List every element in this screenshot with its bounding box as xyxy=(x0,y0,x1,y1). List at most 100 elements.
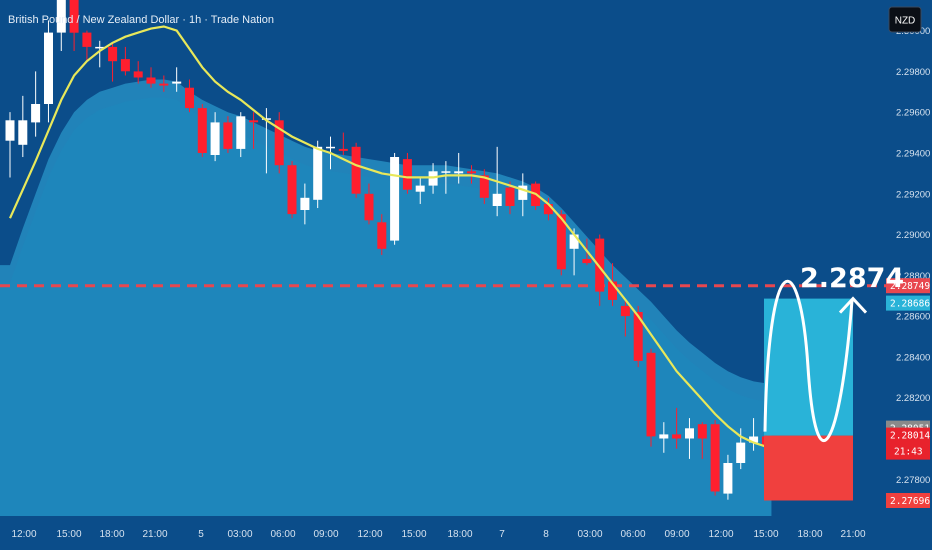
x-tick-label: 03:00 xyxy=(227,529,252,540)
candle-body xyxy=(646,352,656,437)
x-tick-label: 5 xyxy=(198,529,204,540)
candle xyxy=(556,210,566,276)
candle xyxy=(697,422,707,459)
x-tick-label: 15:00 xyxy=(753,529,778,540)
price-tag-bg xyxy=(886,493,930,508)
candle-body xyxy=(185,87,194,109)
candle-body xyxy=(556,214,566,270)
candle-body xyxy=(505,187,515,206)
candle-body xyxy=(582,259,592,264)
candle xyxy=(377,214,387,255)
price-tag-value: 2.28014 xyxy=(890,431,930,442)
candle xyxy=(518,173,528,217)
candle xyxy=(197,104,207,158)
x-tick-label: 12:00 xyxy=(357,529,382,540)
candle xyxy=(31,71,41,137)
candle xyxy=(479,169,489,204)
candle-body xyxy=(697,424,707,439)
arrow-head-icon xyxy=(838,296,868,314)
candle-body xyxy=(749,436,759,443)
candle-body xyxy=(364,193,374,221)
candle-body xyxy=(249,120,259,123)
candle xyxy=(543,197,553,221)
candle xyxy=(95,40,105,68)
y-tick-label: 2.29600 xyxy=(896,108,930,119)
candle-body xyxy=(44,32,53,104)
candle xyxy=(249,112,259,149)
x-tick-label: 12:00 xyxy=(11,529,36,540)
candle xyxy=(108,42,118,82)
candle-body xyxy=(236,116,246,149)
candle-body xyxy=(326,146,335,149)
candle-body xyxy=(5,120,15,141)
x-tick-label: 21:00 xyxy=(840,529,865,540)
price-tag-target: 2.28686 xyxy=(886,295,930,311)
candle-body xyxy=(210,122,220,155)
candle-body xyxy=(492,193,502,206)
candle xyxy=(505,181,515,215)
candle-body xyxy=(287,165,297,215)
candle-body xyxy=(479,175,489,198)
candle xyxy=(672,407,682,449)
candle xyxy=(415,177,425,204)
candle-body xyxy=(69,0,79,33)
candle xyxy=(56,0,66,51)
candle xyxy=(646,348,656,447)
y-tick-label: 2.28600 xyxy=(896,312,930,323)
candle-body xyxy=(620,305,630,317)
candle xyxy=(710,420,720,496)
time-axis: 12:00 15:00 18:00 21:00 5 03:00 06:00 09:00 12:0… xyxy=(0,518,932,550)
candle xyxy=(236,112,246,158)
candle xyxy=(159,75,169,92)
candle xyxy=(723,454,733,500)
x-tick-label: 06:00 xyxy=(620,529,645,540)
x-tick-label: 12:00 xyxy=(708,529,733,540)
candle-body xyxy=(543,204,553,215)
x-tick-label: 03:00 xyxy=(577,529,602,540)
price-tag-bg xyxy=(886,278,930,294)
candle xyxy=(18,95,28,158)
chart-title: British Pound / New Zealand Dollar · 1h … xyxy=(8,14,274,26)
candle xyxy=(44,20,53,123)
price-tag-bg xyxy=(886,427,930,460)
y-tick-label: 2.29200 xyxy=(896,189,930,200)
x-tick-label: 15:00 xyxy=(401,529,426,540)
x-tick-label: 18:00 xyxy=(797,529,822,540)
candle xyxy=(390,152,400,245)
candle-body xyxy=(454,171,464,174)
candle xyxy=(736,428,746,470)
price-tag-countdown: 21:43 xyxy=(894,447,923,458)
price-tag-level: 2.28749 xyxy=(886,278,930,294)
candle-body xyxy=(223,122,233,149)
stop-zone-box xyxy=(764,435,853,501)
candle-body xyxy=(197,108,207,153)
price-tag-last: 2.28014 21:43 xyxy=(886,427,930,460)
ma-band-area xyxy=(0,79,772,516)
target-price-label: 2.2874 xyxy=(800,263,904,294)
price-tag-value: 2.27696 xyxy=(890,496,930,507)
candle xyxy=(364,183,374,225)
price-tag-bg xyxy=(886,295,930,311)
candle-body xyxy=(300,197,310,210)
candle-body xyxy=(18,120,28,145)
candle-body xyxy=(659,434,669,439)
candle-body xyxy=(133,71,143,78)
candle xyxy=(402,152,412,194)
x-tick-label: 7 xyxy=(499,529,505,540)
currency-badge[interactable]: NZD xyxy=(888,6,922,33)
x-tick-label: 09:00 xyxy=(313,529,338,540)
candle xyxy=(313,140,323,209)
candle-body xyxy=(159,83,169,86)
candle xyxy=(595,234,605,306)
y-tick-label: 2.29400 xyxy=(896,149,930,160)
price-tag-stop: 2.27696 xyxy=(886,493,930,508)
ma-band-inner xyxy=(0,97,772,516)
candle xyxy=(172,67,182,92)
time-axis-bg xyxy=(0,518,932,550)
candle xyxy=(659,422,669,453)
candle-body xyxy=(172,81,182,84)
ema-line xyxy=(8,25,767,448)
y-tick-label: 2.29000 xyxy=(896,230,930,241)
trade-annotation xyxy=(763,280,868,501)
